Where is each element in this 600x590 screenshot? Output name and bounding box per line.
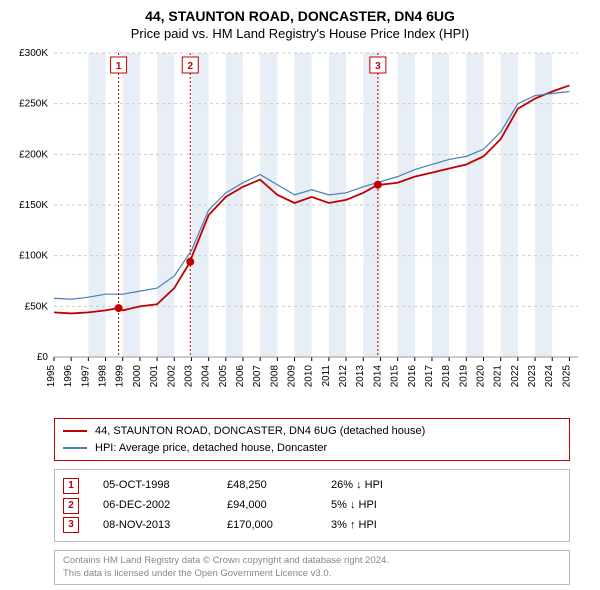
sale-date: 08-NOV-2013 (103, 516, 203, 536)
sale-date: 06-DEC-2002 (103, 496, 203, 516)
svg-text:2011: 2011 (321, 365, 332, 387)
svg-text:£100K: £100K (19, 251, 48, 262)
sale-row: 1 05-OCT-1998 £48,250 26% ↓ HPI (63, 476, 561, 496)
svg-text:2006: 2006 (235, 365, 246, 388)
svg-text:2013: 2013 (355, 365, 366, 388)
svg-text:2024: 2024 (544, 365, 555, 388)
svg-text:2007: 2007 (252, 365, 263, 388)
svg-text:£250K: £250K (19, 99, 48, 110)
chart-svg: £0 £50K £100K £150K £200K £250K £300K 1995 1996 1… (10, 47, 590, 407)
sales-table: 1 05-OCT-1998 £48,250 26% ↓ HPI 2 06-DEC-2002… (54, 469, 570, 542)
svg-text:£150K: £150K (19, 200, 48, 211)
svg-text:1: 1 (116, 61, 122, 72)
svg-text:2005: 2005 (218, 365, 229, 388)
legend-swatch (63, 430, 87, 432)
sale-price: £170,000 (227, 516, 307, 536)
legend-label: HPI: Average price, detached house, Donc… (95, 440, 327, 457)
svg-text:2009: 2009 (287, 365, 298, 388)
sale-hpi: 5% ↓ HPI (331, 496, 421, 516)
page-subtitle: Price paid vs. HM Land Registry's House … (10, 26, 590, 41)
svg-text:2018: 2018 (441, 365, 452, 388)
legend: 44, STAUNTON ROAD, DONCASTER, DN4 6UG (d… (54, 418, 570, 461)
price-chart: £0 £50K £100K £150K £200K £250K £300K 1995 1996 1… (10, 47, 590, 412)
svg-text:2016: 2016 (407, 365, 418, 388)
legend-swatch (63, 447, 87, 449)
svg-text:2000: 2000 (132, 365, 143, 388)
svg-text:2020: 2020 (476, 365, 487, 388)
svg-text:1999: 1999 (115, 365, 126, 388)
footer: Contains HM Land Registry data © Crown c… (54, 550, 570, 585)
legend-item: HPI: Average price, detached house, Donc… (63, 440, 561, 457)
svg-text:2012: 2012 (338, 365, 349, 388)
legend-item: 44, STAUNTON ROAD, DONCASTER, DN4 6UG (d… (63, 423, 561, 440)
svg-text:2010: 2010 (304, 365, 315, 388)
svg-text:2014: 2014 (372, 365, 383, 388)
svg-text:2022: 2022 (510, 365, 521, 388)
sale-badge: 3 (63, 517, 79, 533)
sale-row: 3 08-NOV-2013 £170,000 3% ↑ HPI (63, 516, 561, 536)
svg-text:£300K: £300K (19, 48, 48, 59)
sale-badge: 1 (63, 478, 79, 494)
footer-line-2: This data is licensed under the Open Gov… (63, 568, 561, 580)
svg-text:2004: 2004 (201, 365, 212, 388)
svg-text:£0: £0 (37, 352, 49, 363)
svg-text:3: 3 (375, 61, 381, 72)
sale-price: £94,000 (227, 496, 307, 516)
svg-text:£50K: £50K (25, 301, 49, 312)
sale-hpi: 26% ↓ HPI (331, 476, 421, 496)
footer-line-1: Contains HM Land Registry data © Crown c… (63, 555, 561, 567)
svg-text:2003: 2003 (183, 365, 194, 388)
svg-text:2008: 2008 (269, 365, 280, 388)
page-title: 44, STAUNTON ROAD, DONCASTER, DN4 6UG (10, 8, 590, 24)
legend-label: 44, STAUNTON ROAD, DONCASTER, DN4 6UG (d… (95, 423, 425, 440)
svg-text:2015: 2015 (390, 365, 401, 388)
svg-text:2023: 2023 (527, 365, 538, 388)
svg-text:2002: 2002 (166, 365, 177, 388)
sale-price: £48,250 (227, 476, 307, 496)
svg-text:2021: 2021 (493, 365, 504, 388)
svg-text:£200K: £200K (19, 149, 48, 160)
sale-hpi: 3% ↑ HPI (331, 516, 421, 536)
svg-text:2: 2 (187, 61, 193, 72)
svg-text:1997: 1997 (80, 365, 91, 388)
svg-text:1998: 1998 (98, 365, 109, 388)
page: 44, STAUNTON ROAD, DONCASTER, DN4 6UG Pr… (0, 0, 600, 590)
svg-text:2025: 2025 (561, 365, 572, 388)
svg-text:1996: 1996 (63, 365, 74, 388)
svg-text:2019: 2019 (458, 365, 469, 388)
sale-row: 2 06-DEC-2002 £94,000 5% ↓ HPI (63, 496, 561, 516)
svg-text:1995: 1995 (46, 365, 57, 388)
svg-text:2017: 2017 (424, 365, 435, 388)
svg-text:2001: 2001 (149, 365, 160, 388)
sale-date: 05-OCT-1998 (103, 476, 203, 496)
sale-badge: 2 (63, 498, 79, 514)
